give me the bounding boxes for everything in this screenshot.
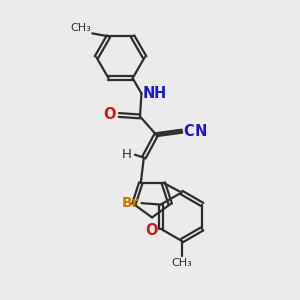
Text: O: O <box>103 107 116 122</box>
Text: C: C <box>183 124 194 139</box>
Text: O: O <box>145 223 158 238</box>
Text: CH₃: CH₃ <box>171 258 192 268</box>
Text: H: H <box>122 148 131 161</box>
Text: H: H <box>154 86 166 101</box>
Text: N: N <box>142 86 155 101</box>
Text: Br: Br <box>122 196 140 210</box>
Text: N: N <box>194 124 207 139</box>
Text: CH₃: CH₃ <box>70 23 91 33</box>
